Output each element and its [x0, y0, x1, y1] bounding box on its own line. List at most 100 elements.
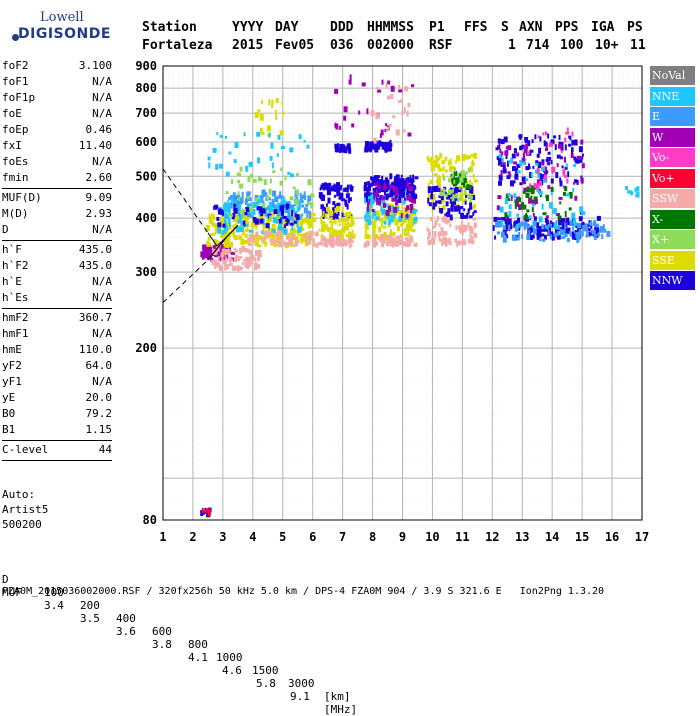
echo-point	[329, 230, 332, 237]
echo-point	[498, 180, 502, 186]
echo-point	[463, 180, 466, 185]
echo-point	[287, 171, 291, 175]
param-value: N/A	[92, 223, 112, 236]
echo-point	[307, 239, 310, 246]
echo-point	[336, 206, 340, 212]
echo-point	[296, 219, 299, 226]
echo-point	[439, 152, 443, 159]
echo-point	[367, 181, 371, 186]
echo-point	[332, 207, 335, 212]
echo-point	[315, 231, 319, 236]
echo-point	[341, 198, 346, 202]
echo-point	[585, 228, 588, 232]
echo-point	[553, 208, 557, 215]
echo-point	[506, 198, 510, 202]
echo-point	[434, 223, 437, 229]
echo-point	[543, 234, 547, 240]
echo-point	[216, 261, 220, 265]
echo-point	[501, 151, 504, 156]
echo-point	[504, 219, 508, 225]
echo-point	[438, 223, 441, 227]
echo-point	[594, 230, 597, 237]
echo-point	[467, 222, 470, 228]
echo-point	[245, 256, 250, 262]
echo-point	[240, 209, 244, 214]
echo-point	[363, 197, 366, 204]
param-divider	[2, 308, 112, 309]
echo-point	[211, 213, 214, 218]
echo-point	[374, 146, 379, 153]
echo-point	[264, 241, 268, 245]
logo-bottom-text: DIGISONDE	[18, 26, 111, 42]
echo-point	[518, 197, 522, 203]
echo-point	[344, 222, 349, 226]
echo-point	[226, 202, 231, 207]
echo-point	[497, 138, 501, 144]
param-divider	[2, 440, 112, 441]
echo-point	[493, 216, 498, 222]
echo-point	[538, 232, 542, 238]
echo-point	[525, 193, 530, 198]
x-tick-label: 7	[339, 530, 346, 544]
plot-grid	[162, 66, 643, 520]
echo-point	[548, 202, 553, 209]
param-name: h`F2	[2, 259, 29, 272]
echo-point	[295, 189, 299, 195]
echo-point	[442, 230, 445, 235]
echo-point	[497, 231, 500, 235]
echo-point	[374, 191, 378, 198]
echo-point	[411, 197, 416, 201]
echo-point	[371, 237, 376, 242]
echo-point	[526, 234, 531, 241]
echo-point	[239, 255, 243, 259]
echo-point	[377, 236, 381, 241]
echo-point	[291, 209, 294, 216]
echo-point	[601, 234, 604, 239]
echo-point	[202, 256, 205, 260]
echo-point	[411, 199, 415, 204]
echo-point	[375, 143, 379, 148]
echo-point	[536, 222, 540, 229]
echo-point	[233, 207, 238, 214]
echo-point	[412, 174, 415, 179]
echo-point	[441, 238, 444, 242]
echo-point	[330, 238, 335, 244]
echo-point	[384, 129, 387, 133]
echo-point	[310, 193, 315, 198]
echo-point	[564, 156, 566, 163]
echo-point	[379, 183, 384, 190]
echo-point	[539, 180, 543, 186]
echo-point	[409, 204, 414, 210]
echo-point	[366, 188, 370, 195]
echo-point	[467, 208, 470, 215]
echo-point	[401, 202, 404, 209]
echo-point	[546, 219, 549, 226]
echo-point	[381, 196, 386, 201]
echo-point	[470, 205, 475, 209]
echo-point	[344, 147, 347, 154]
echo-point	[346, 241, 349, 245]
echo-point	[344, 199, 348, 205]
echo-point	[204, 253, 208, 258]
echo-point	[467, 155, 471, 160]
echo-point	[358, 110, 361, 115]
echo-point	[381, 208, 386, 215]
echo-point	[531, 225, 535, 228]
echo-point	[508, 204, 512, 210]
echo-point	[530, 185, 535, 192]
header-label: DDD	[330, 20, 354, 35]
echo-point	[232, 265, 237, 271]
echo-point	[549, 235, 552, 240]
echo-point	[368, 183, 371, 190]
param-row: C-level 44	[2, 442, 112, 458]
echo-point	[225, 191, 229, 195]
echo-point	[523, 222, 528, 228]
header-label: HHMMSS	[367, 20, 414, 35]
echo-point	[343, 239, 348, 244]
echo-point	[320, 238, 323, 244]
echo-point	[248, 161, 253, 167]
echo-point	[234, 247, 237, 253]
echo-point	[410, 186, 414, 191]
echo-point	[556, 234, 561, 240]
muf-value: 4.1	[188, 651, 208, 664]
